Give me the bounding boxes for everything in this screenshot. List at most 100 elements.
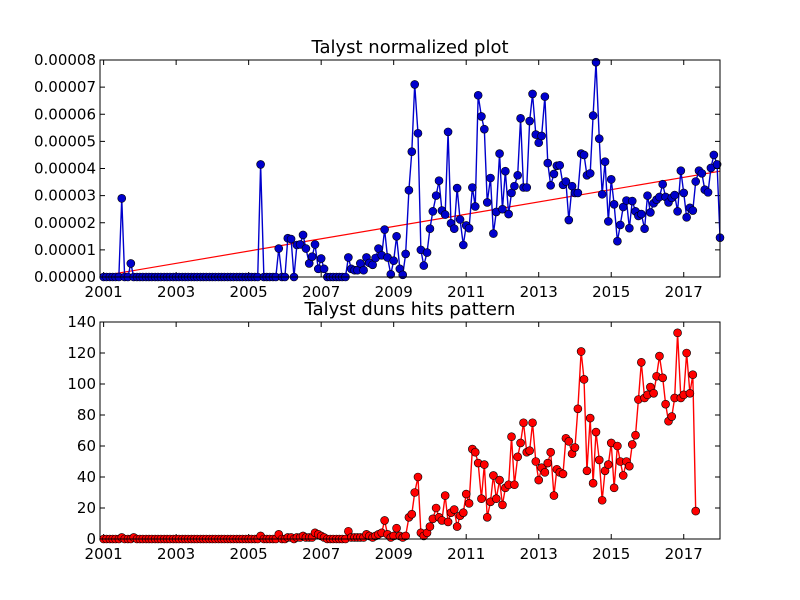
duns-hits-data-point [649, 388, 658, 398]
normalized-plot-data-point [464, 223, 474, 233]
normalized-plot-data-point [585, 169, 595, 178]
duns-hits-data-point [495, 475, 504, 485]
duns-hits-data-point [491, 494, 501, 504]
duns-hits-axes: 0 20 40 60 80 100 120 140 2001 2003 2005 2007 2009 20… [67, 313, 720, 563]
duns-hits-data-point [631, 430, 640, 440]
duns-hits-data-point [507, 432, 516, 442]
normalized-plot-data-point [676, 166, 686, 175]
duns-hits-y-tick-label: 80 [77, 406, 96, 424]
normalized-plot-data-point [359, 265, 368, 275]
normalized-plot-data-point [625, 223, 634, 233]
duns-hits-data-point [510, 480, 519, 490]
normalized-plot-data-point [564, 215, 574, 225]
duns-hits-data-point [498, 500, 507, 510]
normalized-plot-data-point [579, 150, 589, 160]
normalized-plot-data-point [425, 224, 435, 234]
normalized-plot-x-tick-label: 2009 [375, 283, 413, 301]
duns-hits-data-point [594, 455, 604, 465]
normalized-plot-data-point [480, 124, 489, 134]
normalized-plot-data-point [319, 264, 329, 274]
duns-hits-data-point [625, 461, 634, 471]
normalized-plot-data-point [316, 254, 326, 263]
duns-hits-data-point [410, 488, 420, 497]
normalized-plot-x-tick-label: 2003 [157, 283, 195, 301]
normalized-plot-data-point [640, 224, 649, 234]
duns-hits-data-point [516, 438, 525, 448]
normalized-plot-data-point [501, 166, 510, 176]
normalized-plot-data-point [525, 116, 534, 126]
normalized-plot-data-point [410, 80, 420, 89]
normalized-plot-data-point [344, 253, 353, 262]
duns-hits-data-point [449, 505, 459, 514]
normalized-plot-data-point [613, 236, 622, 246]
duns-hits-x-tick-label: 2005 [230, 545, 268, 563]
normalized-plot-data-point [658, 179, 668, 189]
normalized-plot-data-point [540, 92, 550, 101]
normalized-plot-data-point [295, 240, 305, 249]
duns-hits-data-point [591, 427, 601, 437]
duns-hits-x-tick-label: 2007 [302, 545, 340, 563]
duns-hits-x-tick-label: 2011 [447, 545, 485, 563]
duns-hits-data-point [682, 348, 691, 358]
duns-hits-x-tick-label: 2017 [665, 545, 703, 563]
normalized-plot-title: Talyst normalized plot [310, 37, 508, 58]
normalized-plot-data-point [307, 252, 317, 261]
normalized-plot-data-point [274, 244, 284, 253]
normalized-plot-data-point [643, 191, 652, 200]
normalized-plot-data-point [637, 209, 646, 219]
normalized-plot-y-tick-label: 0.00005 [34, 132, 96, 150]
duns-hits-data-point [431, 503, 441, 513]
normalized-plot-data-point [594, 134, 604, 143]
normalized-plot-data-point [588, 111, 598, 120]
normalized-plot-data-point [555, 160, 565, 170]
duns-hits-y-tick-label: 140 [67, 313, 96, 331]
normalized-plot-data-point [591, 57, 601, 67]
normalized-plot-data-point [646, 208, 655, 217]
duns-hits-data-point [519, 418, 528, 428]
normalized-plot-y-tick-label: 0.00007 [34, 78, 96, 96]
normalized-plot-data-point [537, 131, 546, 141]
duns-hits-y-tick-label: 60 [77, 437, 96, 455]
duns-hits-data-point [531, 457, 541, 466]
normalized-plot-data-point [404, 185, 414, 195]
normalized-plot-data-point [117, 194, 127, 203]
duns-hits-data-point [658, 373, 668, 383]
normalized-plot-x-tick-label: 2013 [520, 283, 558, 301]
normalized-plot-data-point [301, 244, 311, 253]
duns-hits-data-point [440, 491, 450, 500]
duns-hits-data-point [458, 508, 468, 517]
duns-hits-y-tick-label: 100 [67, 375, 96, 393]
normalized-plot-data-point [449, 224, 459, 234]
duns-hits-data-point [585, 413, 595, 423]
duns-hits-data-point [480, 460, 489, 469]
duns-hits-data-point [477, 494, 486, 504]
normalized-plot-data-point [691, 177, 701, 186]
normalized-plot-data-point [419, 261, 429, 270]
normalized-plot-data-point [609, 200, 619, 209]
normalized-plot-x-tick-label: 2007 [302, 283, 340, 301]
duns-hits-data-point [691, 506, 701, 516]
normalized-plot-data-point [386, 269, 396, 279]
normalized-plot-trend-line-group [103, 170, 721, 277]
normalized-plot-data-point [495, 149, 504, 158]
duns-hits-data-point [513, 452, 522, 462]
normalized-plot-y-tick-label: 0.00000 [34, 268, 96, 286]
normalized-plot-data-point [627, 196, 637, 206]
duns-hits-data-point [582, 466, 592, 476]
duns-hits-data-point [443, 517, 453, 527]
duns-hits-y-tick-label: 40 [77, 468, 96, 486]
duns-hits-x-tick-label: 2003 [157, 545, 195, 563]
normalized-plot-data-point [604, 217, 613, 226]
duns-hits-data-point [685, 388, 695, 398]
duns-hits-data-point [609, 483, 619, 493]
duns-hits-data-point [534, 475, 544, 485]
duns-hits-data-point [413, 472, 423, 482]
normalized-plot-data-point [298, 230, 308, 240]
normalized-plot-data-point [440, 210, 450, 219]
normalized-plot-data-point [510, 181, 519, 191]
normalized-plot-data-point [513, 170, 522, 180]
duns-hits-data-point [543, 458, 553, 468]
duns-hits-y-tick-label: 0 [86, 530, 96, 548]
normalized-plot-data-point [600, 157, 610, 167]
